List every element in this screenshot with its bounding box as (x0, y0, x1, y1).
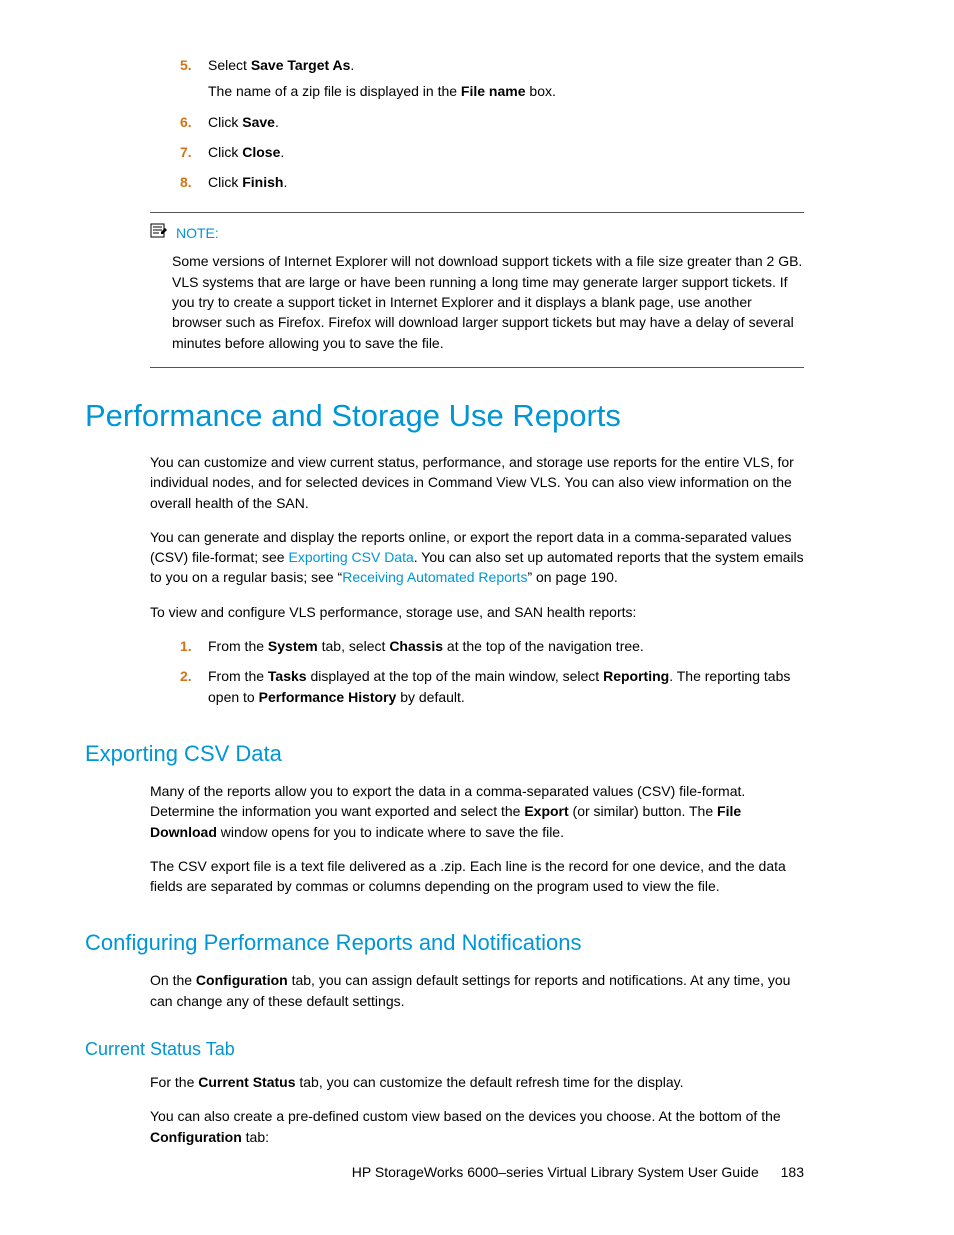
document-page: 5. Select Save Target As. The name of a … (0, 0, 954, 1235)
list-text: Click Finish. (208, 172, 804, 192)
list-text: From the System tab, select Chassis at t… (208, 636, 804, 656)
bold-text: Finish (242, 174, 283, 190)
list-text: Click Save. (208, 112, 804, 132)
paragraph: You can generate and display the reports… (85, 527, 804, 588)
bold-text: Configuration (150, 1129, 242, 1145)
text: From the (208, 668, 268, 684)
text: Select (208, 57, 251, 73)
page-number: 183 (781, 1164, 804, 1180)
numbered-list: 1. From the System tab, select Chassis a… (85, 636, 804, 707)
text: tab: (242, 1129, 269, 1145)
list-item: 2. From the Tasks displayed at the top o… (180, 666, 804, 707)
text: Click (208, 144, 242, 160)
list-item: 5. Select Save Target As. The name of a … (180, 55, 804, 102)
footer-title: HP StorageWorks 6000–series Virtual Libr… (352, 1164, 759, 1180)
text: tab, you can customize the default refre… (295, 1074, 683, 1090)
text: by default. (396, 689, 465, 705)
numbered-list-top: 5. Select Save Target As. The name of a … (85, 55, 804, 192)
text: (or similar) button. The (569, 803, 717, 819)
bold-text: Save Target As (251, 57, 351, 73)
text: ” on page 190. (527, 569, 617, 585)
paragraph: Many of the reports allow you to export … (85, 781, 804, 842)
link-exporting-csv[interactable]: Exporting CSV Data (288, 549, 413, 565)
note-icon (150, 223, 168, 243)
bold-text: Save (242, 114, 275, 130)
text: . (275, 114, 279, 130)
sub-text: The name of a zip file is displayed in t… (208, 81, 804, 101)
page-footer: HP StorageWorks 6000–series Virtual Libr… (352, 1164, 804, 1180)
text: You can also create a pre-defined custom… (150, 1108, 781, 1124)
paragraph: For the Current Status tab, you can cust… (85, 1072, 804, 1092)
bold-text: Configuration (196, 972, 288, 988)
list-item: 7. Click Close. (180, 142, 804, 162)
paragraph: On the Configuration tab, you can assign… (85, 970, 804, 1011)
list-item: 1. From the System tab, select Chassis a… (180, 636, 804, 656)
list-text: From the Tasks displayed at the top of t… (208, 666, 804, 707)
list-text: Click Close. (208, 142, 804, 162)
paragraph: The CSV export file is a text file deliv… (85, 856, 804, 897)
bold-text: Tasks (268, 668, 307, 684)
text: Click (208, 174, 242, 190)
bold-text: Current Status (198, 1074, 295, 1090)
list-number: 7. (180, 142, 208, 162)
list-number: 2. (180, 666, 208, 707)
text: at the top of the navigation tree. (443, 638, 644, 654)
note-heading: NOTE: (150, 223, 804, 243)
paragraph: To view and configure VLS performance, s… (85, 602, 804, 622)
heading-2-configuring: Configuring Performance Reports and Noti… (85, 930, 804, 956)
paragraph: You can customize and view current statu… (85, 452, 804, 513)
text: Click (208, 114, 242, 130)
text: . (283, 174, 287, 190)
text: box. (526, 83, 556, 99)
bold-text: System (268, 638, 318, 654)
heading-3-current-status: Current Status Tab (85, 1039, 804, 1060)
text: On the (150, 972, 196, 988)
bold-text: Chassis (389, 638, 443, 654)
heading-2-exporting-csv: Exporting CSV Data (85, 741, 804, 767)
text: The name of a zip file is displayed in t… (208, 83, 461, 99)
paragraph: You can also create a pre-defined custom… (85, 1106, 804, 1147)
text: From the (208, 638, 268, 654)
note-label: NOTE: (176, 225, 219, 241)
text: displayed at the top of the main window,… (307, 668, 604, 684)
bold-text: File name (461, 83, 526, 99)
bold-text: Performance History (259, 689, 397, 705)
note-block: NOTE: Some versions of Internet Explorer… (150, 212, 804, 367)
text: . (280, 144, 284, 160)
list-number: 1. (180, 636, 208, 656)
list-text: Select Save Target As. The name of a zip… (208, 55, 804, 102)
list-number: 5. (180, 55, 208, 102)
link-receiving-automated-reports[interactable]: Receiving Automated Reports (342, 569, 527, 585)
note-body: Some versions of Internet Explorer will … (150, 251, 804, 352)
text: . (350, 57, 354, 73)
text: window opens for you to indicate where t… (217, 824, 564, 840)
list-number: 6. (180, 112, 208, 132)
text: For the (150, 1074, 198, 1090)
list-number: 8. (180, 172, 208, 192)
text: tab, select (318, 638, 390, 654)
bold-text: Export (524, 803, 568, 819)
heading-1: Performance and Storage Use Reports (85, 398, 804, 434)
list-item: 8. Click Finish. (180, 172, 804, 192)
bold-text: Close (242, 144, 280, 160)
list-item: 6. Click Save. (180, 112, 804, 132)
bold-text: Reporting (603, 668, 669, 684)
